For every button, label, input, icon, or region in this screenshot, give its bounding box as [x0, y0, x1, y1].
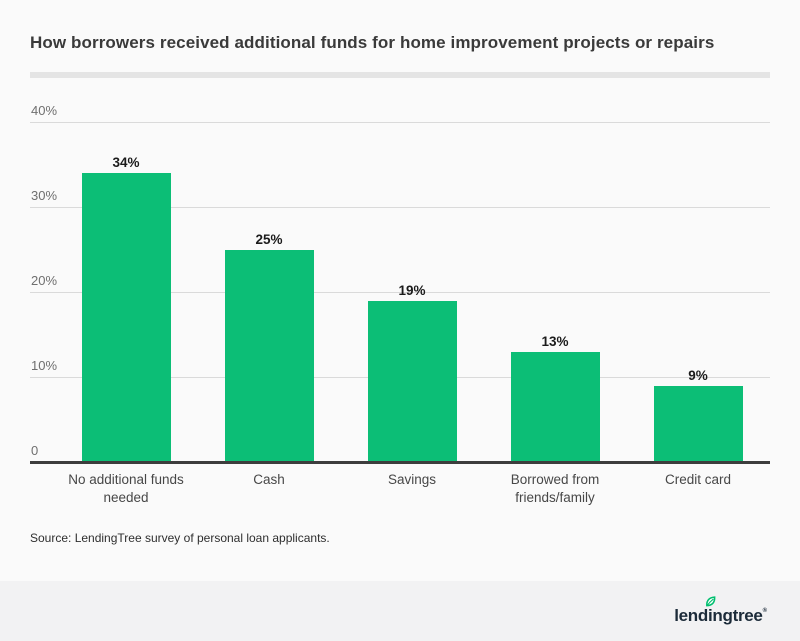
- ytick-label-0: 0: [31, 443, 39, 458]
- source-note: Source: LendingTree survey of personal l…: [30, 531, 330, 545]
- category-label-1: Cash: [253, 472, 285, 487]
- category-label-3: Borrowed from friends/family: [510, 472, 600, 505]
- bar-value-label-0: 34%: [112, 155, 140, 170]
- leaf-icon: [706, 596, 716, 607]
- bar-value-label-3: 13%: [541, 333, 569, 349]
- bar-value-label-4: 9%: [688, 367, 708, 383]
- chart-title: How borrowers received additional funds …: [30, 33, 715, 52]
- category-label-0: No additional funds needed: [68, 472, 184, 505]
- bar-chart: 0 10% 20% 30% 40% 34% No additional funds neede…: [30, 103, 770, 505]
- logo-text-post: ngtree: [712, 606, 763, 625]
- ytick-label-30: 30%: [31, 188, 58, 203]
- ytick-label-20: 20%: [31, 273, 58, 288]
- bar-value-label-2: 19%: [398, 282, 426, 298]
- ytick-label-40: 40%: [31, 103, 58, 118]
- title-divider: [30, 72, 770, 78]
- bar-1: [224, 249, 314, 461]
- gridline-30: [30, 207, 770, 208]
- bar-4: [653, 385, 743, 461]
- category-label-2: Savings: [387, 472, 437, 487]
- logo-text-pre: lend: [674, 606, 708, 625]
- bar-0: [81, 173, 171, 461]
- ytick-label-10: 10%: [31, 358, 58, 373]
- gridline-40: [30, 122, 770, 123]
- gridline-20: [30, 292, 770, 293]
- category-label-4: Credit card: [664, 472, 732, 487]
- bar-2: [367, 300, 457, 461]
- logo-letter-i: i: [706, 596, 716, 629]
- footer-bar: lendi ngtree®: [0, 581, 800, 641]
- lendingtree-logo: lendi ngtree®: [674, 596, 767, 629]
- x-axis-baseline: [30, 461, 770, 464]
- bar-value-label-1: 25%: [255, 231, 283, 247]
- registered-mark: ®: [762, 608, 767, 614]
- bar-3: [510, 351, 600, 461]
